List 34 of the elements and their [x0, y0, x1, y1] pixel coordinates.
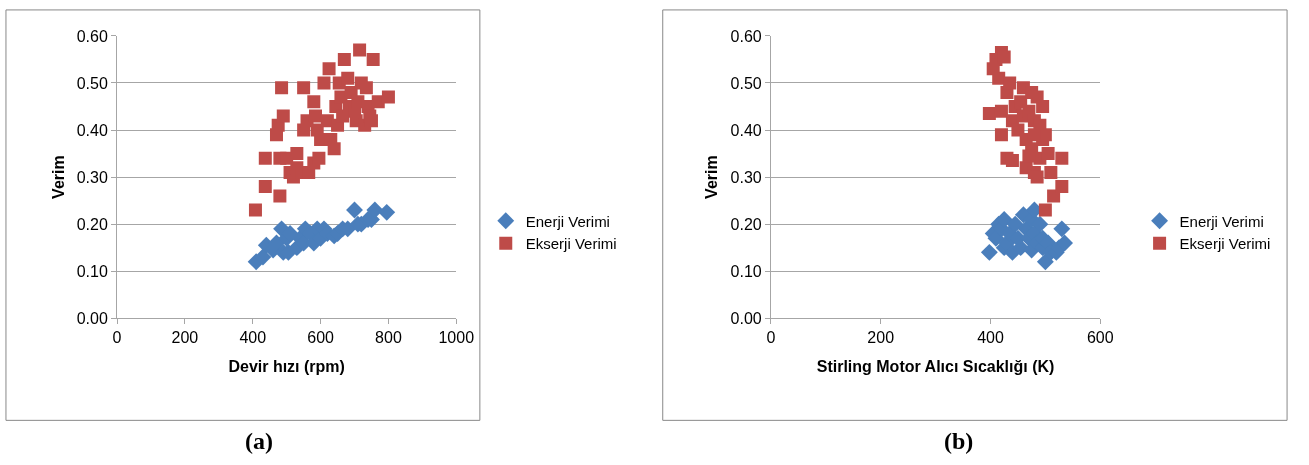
x-tick-label: 200 — [171, 329, 199, 347]
legend-label: Enerji Verimi — [1179, 212, 1264, 230]
y-tick-label: 0.00 — [76, 309, 108, 327]
y-tick-label: 0.10 — [730, 262, 762, 280]
y-tick-label: 0.30 — [730, 168, 762, 186]
x-tick-label: 800 — [375, 329, 402, 347]
text: (a) — [245, 428, 273, 454]
x-tick-label: 0 — [766, 329, 776, 347]
x-tick-label: 600 — [307, 329, 335, 347]
legend-label: Enerji Verimi — [525, 212, 610, 230]
y-axis-title: Verim — [49, 155, 67, 199]
y-tick-label: 0.00 — [730, 309, 762, 327]
x-tick-label: 400 — [977, 329, 1004, 347]
y-tick-label: 0.50 — [76, 74, 108, 92]
y-tick-label: 0.40 — [76, 121, 108, 139]
y-tick-label: 0.10 — [76, 262, 108, 280]
x-tick-label: 200 — [867, 329, 895, 347]
x-axis-title: Stirling Motor Alıcı Sıcaklığı (K) — [816, 358, 1055, 376]
x-axis-title: Devir hızı (rpm) — [228, 358, 345, 376]
x-tick-label: 400 — [239, 329, 267, 347]
y-tick-label: 0.30 — [76, 168, 108, 186]
y-tick-label: 0.60 — [76, 27, 108, 45]
text: (b) — [944, 428, 974, 454]
y-tick-label: 0.50 — [730, 74, 762, 92]
legend-label: Ekserji Verimi — [525, 235, 617, 253]
x-tick-label: 0 — [112, 329, 122, 347]
y-tick-label: 0.20 — [730, 215, 762, 233]
x-tick-label: 1000 — [438, 329, 475, 347]
y-tick-label: 0.60 — [730, 27, 762, 45]
y-tick-label: 0.40 — [730, 121, 762, 139]
y-axis-title: Verim — [703, 155, 721, 199]
y-tick-label: 0.20 — [76, 215, 108, 233]
legend-label: Ekserji Verimi — [1179, 235, 1271, 253]
x-tick-label: 600 — [1086, 329, 1114, 347]
